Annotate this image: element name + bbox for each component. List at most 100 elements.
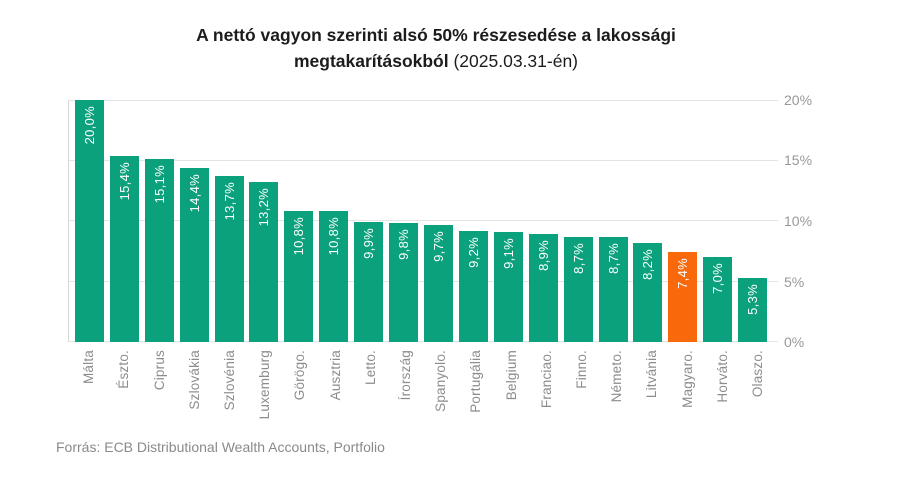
bar-highlight: 7,4% [668, 252, 698, 342]
x-axis-label-slot: Belgium [493, 350, 528, 400]
x-axis-label: Írország [397, 350, 413, 401]
bar: 9,1% [493, 231, 523, 342]
gridline-0 [69, 341, 778, 342]
x-axis-label: Belgium [503, 350, 519, 401]
bar-value-label: 7,0% [710, 263, 726, 295]
bar-value-label: 8,7% [605, 242, 621, 274]
x-axis-label: Letto. [362, 350, 378, 385]
x-axis-label-slot: Olaszo. [740, 350, 775, 397]
bar: 8,9% [528, 234, 558, 342]
y-axis-label-0: 0% [784, 334, 805, 350]
x-axis-label: Franciao. [538, 350, 554, 409]
bar-slot: 8,7% [596, 100, 631, 342]
bar-value-label: 14,4% [186, 173, 202, 213]
bar: 15,1% [144, 159, 174, 342]
bar-value-label: 9,7% [431, 230, 447, 262]
x-axis-label: Szlovénia [221, 350, 237, 411]
bar-slot: 5,3% [735, 100, 770, 342]
x-axis-label-slot: Letto. [353, 350, 388, 385]
x-axis-label-slot: Németo. [599, 350, 634, 402]
bar-slot: 9,7% [421, 100, 456, 342]
bar-slot: 8,9% [526, 100, 561, 342]
bar-slot: 20,0% [72, 100, 107, 342]
bar: 10,8% [284, 211, 314, 342]
source-note: Forrás: ECB Distributional Wealth Accoun… [56, 439, 385, 455]
bar-slot: 14,4% [177, 100, 212, 342]
bar: 14,4% [179, 167, 209, 342]
x-axis-label: Olaszo. [749, 350, 765, 398]
bar-value-label: 5,3% [745, 283, 761, 315]
bar: 9,2% [458, 230, 488, 342]
bar-value-label: 13,7% [221, 182, 237, 221]
x-axis-label-slot: Finno. [564, 350, 599, 389]
y-axis-label-10: 10% [784, 213, 813, 229]
bar-value-label: 15,4% [116, 161, 132, 201]
bar-slot: 13,7% [212, 100, 247, 342]
x-axis-label-slot: Portugália [458, 350, 493, 413]
x-axis-label-slot: Litvánia [634, 350, 669, 398]
bar: 9,9% [354, 222, 384, 342]
bar-slot: 15,1% [142, 100, 177, 342]
bar-slot: 13,2% [247, 100, 282, 342]
bar-slot: 7,4% [665, 100, 700, 342]
bar: 15,4% [109, 155, 139, 342]
chart-title-date: (2025.03.31-én) [448, 51, 579, 71]
bar: 8,7% [598, 236, 628, 342]
bars: 20,0% 15,4% 15,1% 14,4% 13,7% 13,2% 10,8% 10,8%… [69, 100, 773, 342]
x-axis-label: Ciprus [151, 350, 167, 391]
x-axis-label-slot: Magyaro. [669, 350, 704, 408]
x-axis-label: Finno. [573, 350, 589, 389]
x-axis-label: Spanyolo. [433, 350, 449, 412]
bar-slot: 15,4% [107, 100, 142, 342]
x-axis-label-slot: Spanyolo. [423, 350, 458, 412]
x-axis-label-slot: Ausztria [317, 350, 352, 400]
bar-value-label: 10,8% [291, 217, 307, 256]
bar-value-label: 10,8% [326, 217, 342, 256]
bar-value-label: 20,0% [81, 106, 97, 145]
bar: 9,8% [389, 223, 419, 342]
chart-title: A nettó vagyon szerinti alsó 50% részese… [0, 22, 872, 74]
bar-slot: 9,9% [351, 100, 386, 342]
gridline-5 [69, 280, 778, 282]
x-axis-label-slot: Görögo. [282, 350, 317, 400]
bar: 7,0% [703, 257, 733, 342]
chart-title-line2-bold: megtakarításokból [293, 51, 449, 71]
x-axis-label-slot: Horváto. [705, 350, 740, 403]
bar-slot: 10,8% [281, 100, 316, 342]
gridline-20 [69, 100, 778, 101]
x-axis-label: Magyaro. [679, 350, 695, 408]
bar-slot: 9,1% [491, 100, 526, 342]
bar-slot: 10,8% [316, 100, 351, 342]
bar-value-label: 9,2% [465, 236, 481, 268]
bar: 8,2% [633, 242, 663, 342]
x-axis-label: Litvánia [644, 350, 660, 399]
x-axis-label-slot: Málta [71, 350, 106, 384]
x-axis-label: Ausztria [327, 350, 343, 401]
bar: 10,8% [319, 211, 349, 342]
x-axis-label: Szlovákia [186, 350, 202, 410]
bar-slot: 8,2% [631, 100, 666, 342]
x-axis-labels: Málta Észto. Ciprus Szlovákia Szlovénia Luxem… [68, 350, 778, 419]
bar-value-label: 9,9% [361, 228, 377, 260]
bar-slot: 9,8% [386, 100, 421, 342]
x-axis-label: Észto. [116, 350, 132, 389]
x-axis-label-slot: Ciprus [141, 350, 176, 390]
x-axis-label: Málta [81, 350, 97, 385]
bar-value-label: 15,1% [151, 165, 167, 204]
chart-title-line1: A nettó vagyon szerinti alsó 50% részese… [196, 25, 676, 45]
x-axis-label: Luxemburg [257, 350, 273, 420]
bar-value-label: 8,9% [535, 240, 551, 272]
bar: 5,3% [738, 277, 768, 342]
y-axis-label-15: 15% [784, 152, 813, 168]
x-axis-label: Horváto. [714, 350, 730, 403]
x-axis-label-slot: Franciao. [529, 350, 564, 408]
bar-slot: 9,2% [456, 100, 491, 342]
gridline-10 [69, 220, 778, 221]
bar-value-label: 9,8% [396, 229, 412, 261]
bar-value-label: 7,4% [675, 258, 691, 290]
bar-value-label: 13,2% [256, 188, 272, 227]
bar-value-label: 9,1% [500, 237, 516, 269]
bar-slot: 7,0% [700, 100, 735, 342]
bar: 13,2% [249, 182, 279, 342]
y-axis-label-5: 5% [784, 274, 805, 290]
